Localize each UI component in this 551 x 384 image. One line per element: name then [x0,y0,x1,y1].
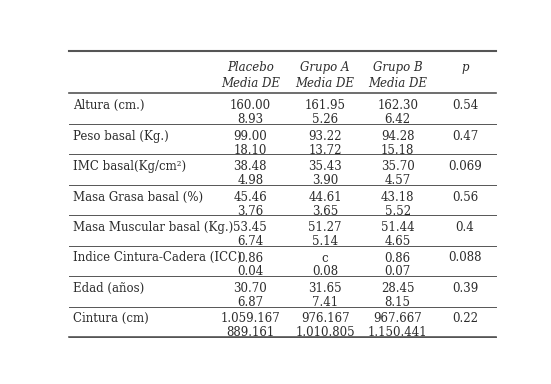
Text: Grupo A: Grupo A [300,61,350,74]
Text: Peso basal (Kg.): Peso basal (Kg.) [73,130,169,142]
Text: Media DE: Media DE [295,77,355,90]
Text: 44.61: 44.61 [308,191,342,204]
Text: Edad (años): Edad (años) [73,282,144,295]
Text: 28.45: 28.45 [381,282,414,295]
Text: c: c [322,252,328,265]
Text: 161.95: 161.95 [305,99,345,112]
Text: 0.86: 0.86 [385,252,410,265]
Text: 3.90: 3.90 [312,174,338,187]
Text: 976.167: 976.167 [301,313,349,326]
Text: 8.15: 8.15 [385,296,410,309]
Text: 31.65: 31.65 [308,282,342,295]
Text: 0.86: 0.86 [237,252,263,265]
Text: 1.059.167: 1.059.167 [220,313,280,326]
Text: 99.00: 99.00 [234,130,267,143]
Text: 13.72: 13.72 [309,144,342,157]
Text: 4.98: 4.98 [237,174,263,187]
Text: Grupo B: Grupo B [373,61,423,74]
Text: 3.76: 3.76 [237,205,263,218]
Text: 5.14: 5.14 [312,235,338,248]
Text: 51.44: 51.44 [381,221,414,234]
Text: Cintura (cm): Cintura (cm) [73,312,149,325]
Text: Placebo: Placebo [227,61,274,74]
Text: 5.26: 5.26 [312,113,338,126]
Text: p: p [461,61,469,74]
Text: 6.74: 6.74 [237,235,263,248]
Text: 8.93: 8.93 [237,113,263,126]
Text: 0.47: 0.47 [452,130,478,142]
Text: 0.08: 0.08 [312,265,338,278]
Text: 0.22: 0.22 [452,312,478,325]
Text: 15.18: 15.18 [381,144,414,157]
Text: 1.150.441: 1.150.441 [368,326,428,339]
Text: 1.010.805: 1.010.805 [295,326,355,339]
Text: 160.00: 160.00 [230,99,271,112]
Text: 6.87: 6.87 [237,296,263,309]
Text: IMC basal(Kg/cm²): IMC basal(Kg/cm²) [73,160,186,173]
Text: 38.48: 38.48 [234,160,267,173]
Text: 162.30: 162.30 [377,99,418,112]
Text: 43.18: 43.18 [381,191,414,204]
Text: 0.07: 0.07 [385,265,411,278]
Text: Masa Muscular basal (Kg.): Masa Muscular basal (Kg.) [73,221,234,234]
Text: 30.70: 30.70 [234,282,267,295]
Text: 0.54: 0.54 [452,99,478,112]
Text: 18.10: 18.10 [234,144,267,157]
Text: 4.57: 4.57 [385,174,411,187]
Text: 35.43: 35.43 [308,160,342,173]
Text: 5.52: 5.52 [385,205,410,218]
Text: 7.41: 7.41 [312,296,338,309]
Text: 967.667: 967.667 [374,313,422,326]
Text: Altura (cm.): Altura (cm.) [73,99,145,112]
Text: 889.161: 889.161 [226,326,274,339]
Text: 3.65: 3.65 [312,205,338,218]
Text: 6.42: 6.42 [385,113,410,126]
Text: 0.39: 0.39 [452,282,478,295]
Text: Indice Cintura-Cadera (ICC): Indice Cintura-Cadera (ICC) [73,252,242,265]
Text: 35.70: 35.70 [381,160,414,173]
Text: 53.45: 53.45 [234,221,267,234]
Text: 51.27: 51.27 [309,221,342,234]
Text: Media DE: Media DE [368,77,427,90]
Text: 45.46: 45.46 [234,191,267,204]
Text: 0.4: 0.4 [456,221,474,234]
Text: Media DE: Media DE [221,77,280,90]
Text: 0.088: 0.088 [448,252,482,265]
Text: 0.069: 0.069 [448,160,482,173]
Text: 0.04: 0.04 [237,265,263,278]
Text: 94.28: 94.28 [381,130,414,143]
Text: Masa Grasa basal (%): Masa Grasa basal (%) [73,190,203,204]
Text: 93.22: 93.22 [309,130,342,143]
Text: 0.56: 0.56 [452,190,478,204]
Text: 4.65: 4.65 [385,235,411,248]
